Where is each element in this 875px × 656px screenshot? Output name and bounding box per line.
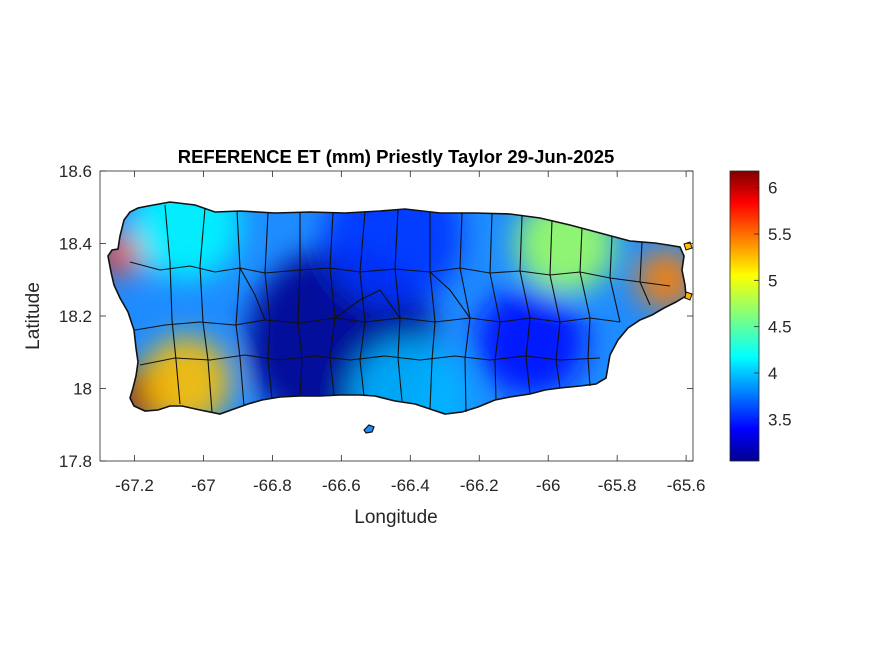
- east-islet-2: [684, 291, 693, 301]
- field-blob-2: [141, 336, 232, 414]
- x-tick-label: -65.8: [598, 476, 637, 495]
- field-blob-3: [131, 202, 242, 281]
- colorbar-gradient: [729, 170, 760, 462]
- x-tick-label: -65.6: [667, 476, 706, 495]
- caja-de-muertos-island: [363, 424, 375, 434]
- y-tick-label: 18.4: [59, 235, 92, 254]
- x-tick-label: -67.2: [115, 476, 154, 495]
- colorbar-tick-label: 4.5: [768, 318, 792, 337]
- y-axis-label: Latitude: [23, 282, 44, 350]
- colorbar-tick-label: 4: [768, 364, 777, 383]
- field-blob-6: [475, 286, 586, 397]
- x-tick-label: -67: [191, 476, 216, 495]
- chart-title: REFERENCE ET (mm) Priestly Taylor 29-Jun…: [178, 146, 615, 167]
- x-tick-label: -66.4: [391, 476, 430, 495]
- y-axis: 17.8 18 18.2 18.4 18.6: [59, 162, 693, 471]
- colorbar-tick-label: 5: [768, 271, 777, 290]
- x-tick-label: -66: [536, 476, 561, 495]
- y-tick-label: 18.6: [59, 162, 92, 181]
- x-axis: -67.2 -67 -66.8 -66.6 -66.4 -66.2 -66 -65.8 -65.…: [115, 171, 705, 495]
- x-tick-label: -66.8: [253, 476, 292, 495]
- field-blob-8: [635, 249, 686, 310]
- x-axis-label: Longitude: [354, 507, 437, 528]
- colorbar-tick-label: 6: [768, 179, 777, 198]
- y-tick-label: 18: [73, 380, 92, 399]
- colorbar-tick-label: 3.5: [768, 410, 792, 429]
- field-blob-9: [350, 339, 471, 414]
- x-tick-label: -66.6: [322, 476, 361, 495]
- x-tick-label: -66.2: [460, 476, 499, 495]
- east-islet: [683, 241, 693, 251]
- y-tick-label: 18.2: [59, 307, 92, 326]
- municipal-boundaries: [129, 204, 671, 413]
- y-tick-label: 17.8: [59, 452, 92, 471]
- colorbar-tick-label: 5.5: [768, 225, 792, 244]
- colorbar: 3.5 4 4.5 5 5.5 6: [729, 170, 792, 462]
